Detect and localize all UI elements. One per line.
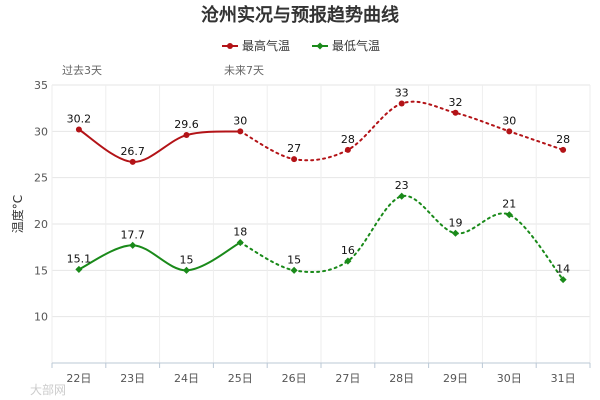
period-label-future: 未来7天 — [224, 64, 264, 77]
data-label-min: 21 — [502, 198, 516, 211]
point-min[interactable] — [236, 238, 244, 247]
legend-marker-max — [227, 43, 233, 49]
point-max[interactable] — [344, 146, 351, 153]
data-label-max: 28 — [556, 133, 570, 146]
data-label-max: 32 — [449, 96, 463, 109]
chart-title: 沧州实况与预报趋势曲线 — [201, 4, 399, 26]
x-tick-label: 26日 — [282, 372, 307, 385]
point-min[interactable] — [505, 211, 513, 219]
legend-item-max[interactable]: 最高气温 — [222, 38, 290, 53]
y-tick-label: 15 — [34, 264, 48, 277]
legend-label-min: 最低气温 — [332, 38, 380, 53]
y-axis-label: 温度°C — [10, 195, 25, 233]
watermark-text: 大部网 — [30, 382, 66, 397]
data-label-max: 30.2 — [67, 112, 92, 125]
data-label-min: 15.1 — [67, 252, 92, 265]
x-tick-label: 29日 — [443, 372, 468, 385]
data-label-max: 30 — [502, 114, 516, 127]
data-label-min: 14 — [556, 263, 570, 276]
legend-label-max: 最高气温 — [242, 38, 290, 53]
series-min-actual-line — [78, 241, 241, 272]
point-max[interactable] — [183, 132, 190, 139]
y-tick-label: 30 — [34, 125, 48, 138]
data-label-min: 18 — [233, 226, 247, 239]
data-label-min: 19 — [449, 216, 463, 229]
x-tick-label: 25日 — [228, 372, 253, 385]
x-tick-label: 22日 — [66, 372, 91, 385]
legend-item-min[interactable]: 最低气温 — [312, 38, 380, 53]
legend: 最高气温 最低气温 — [222, 38, 380, 53]
point-min[interactable] — [398, 192, 406, 200]
data-label-max: 26.7 — [120, 145, 145, 158]
x-tick-label: 27日 — [335, 372, 360, 385]
point-min[interactable] — [75, 265, 83, 273]
data-label-max: 30 — [233, 114, 247, 127]
data-label-max: 29.6 — [174, 118, 199, 131]
point-min[interactable] — [559, 276, 567, 284]
x-axis: 22日 23日 24日 25日 26日 27日 28日 29日 30日 31日 — [51, 362, 591, 385]
data-label-min: 15 — [287, 253, 301, 266]
series-max-actual-line — [78, 128, 241, 163]
point-min[interactable] — [129, 241, 137, 249]
point-min[interactable] — [344, 257, 352, 265]
point-min[interactable] — [451, 229, 460, 237]
data-label-max: 33 — [395, 87, 409, 100]
point-max[interactable] — [75, 126, 82, 133]
x-tick-label: 30日 — [497, 372, 522, 385]
x-tick-label: 24日 — [174, 372, 199, 385]
data-label-min: 16 — [341, 244, 355, 257]
data-label-min: 17.7 — [120, 228, 145, 241]
point-min[interactable] — [290, 266, 298, 274]
data-label-min: 23 — [395, 179, 409, 192]
point-max[interactable] — [237, 128, 244, 135]
legend-marker-min — [316, 42, 324, 50]
y-tick-label: 35 — [34, 79, 48, 92]
point-min[interactable] — [182, 266, 191, 274]
y-tick-label: 25 — [34, 172, 48, 185]
y-axis-ticks: 10 15 20 25 30 35 — [34, 79, 48, 324]
period-label-past: 过去3天 — [62, 64, 102, 77]
point-max[interactable] — [291, 156, 298, 163]
y-tick-label: 10 — [34, 311, 48, 324]
data-label-min: 15 — [180, 253, 194, 266]
point-max[interactable] — [398, 100, 405, 107]
point-max[interactable] — [452, 109, 459, 116]
series-layer: 30.2 26.7 29.6 30 27 28 33 32 30 28 15.1 17.7 15 18 15… — [67, 87, 570, 284]
x-tick-label: 23日 — [120, 372, 145, 385]
point-max[interactable] — [560, 146, 567, 153]
point-max[interactable] — [506, 128, 513, 135]
x-tick-label: 28日 — [389, 372, 414, 385]
data-label-max: 28 — [341, 133, 355, 146]
y-tick-label: 20 — [34, 218, 48, 231]
x-tick-label: 31日 — [551, 372, 576, 385]
point-max[interactable] — [129, 158, 136, 165]
data-label-max: 27 — [287, 142, 301, 155]
